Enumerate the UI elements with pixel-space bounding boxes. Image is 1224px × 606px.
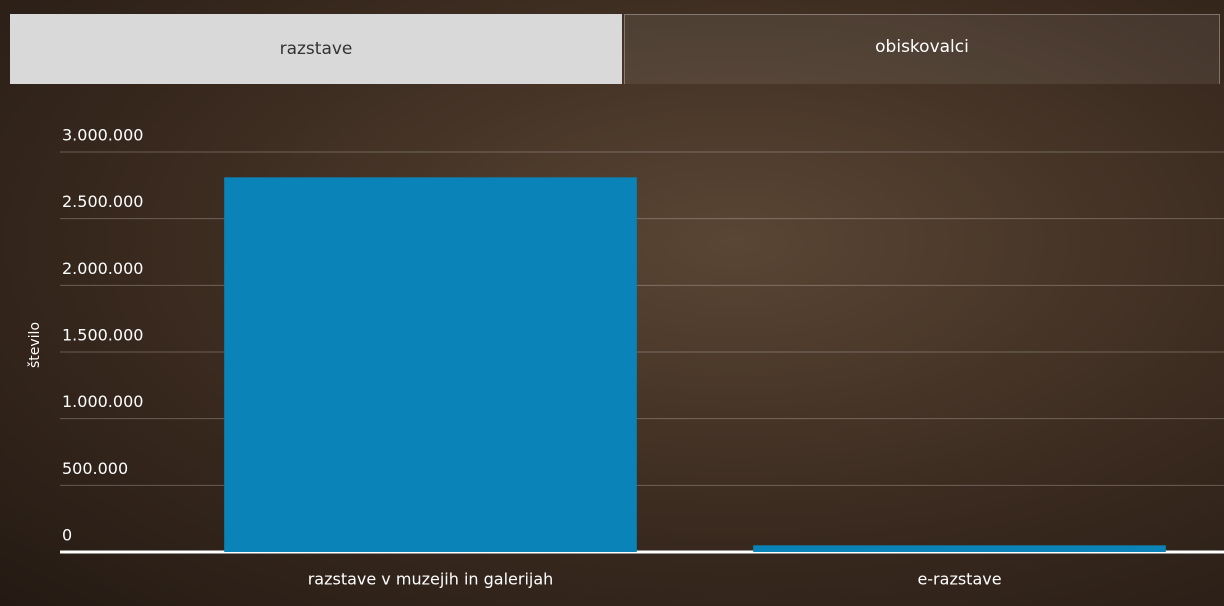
y-axis-title: število — [27, 322, 43, 368]
x-tick-label: e-razstave — [917, 570, 1001, 589]
x-tick-label: razstave v muzejih in galerijah — [308, 570, 554, 589]
bar — [224, 177, 637, 553]
y-tick-label: 1.000.000 — [62, 392, 143, 411]
bar — [753, 545, 1166, 552]
y-tick-label: 2.000.000 — [62, 259, 143, 278]
y-tick-label: 3.000.000 — [62, 126, 143, 145]
y-tick-label: 2.500.000 — [62, 192, 143, 211]
y-tick-label: 500.000 — [62, 459, 128, 478]
y-tick-label: 0 — [62, 526, 72, 545]
tab-active[interactable]: razstave — [10, 14, 622, 84]
y-tick-label: 1.500.000 — [62, 326, 143, 345]
tab[interactable]: obiskovalci — [624, 14, 1220, 84]
